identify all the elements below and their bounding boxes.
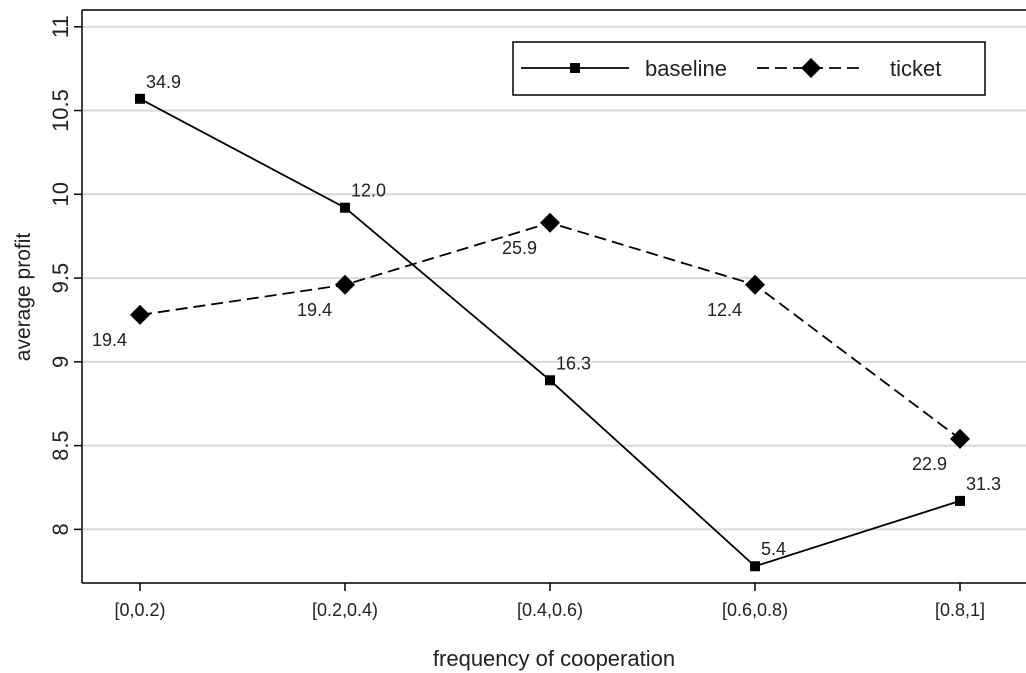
point-annotation: 12.4 (707, 300, 742, 320)
x-tick-label: [0,0.2) (114, 600, 165, 620)
point (950, 428, 970, 449)
point (130, 304, 150, 325)
point (745, 274, 765, 295)
point-annotation: 25.9 (502, 238, 537, 258)
y-tick-label: 11 (48, 15, 73, 38)
legend-label: ticket (890, 56, 941, 81)
point-annotation: 5.4 (761, 539, 786, 559)
series-line (139, 98, 961, 568)
point (545, 375, 555, 386)
point (135, 93, 145, 104)
x-tick-label: [0.2,0.4) (312, 600, 378, 620)
point (955, 495, 965, 506)
point (540, 212, 560, 233)
point-annotation: 31.3 (966, 474, 1001, 494)
legend-marker (570, 63, 580, 73)
legend-label: baseline (645, 56, 727, 81)
y-tick-label: 10 (48, 182, 73, 206)
point-annotation: 19.4 (92, 330, 127, 350)
y-axis-label: average profit (12, 233, 35, 362)
legend-marker (801, 58, 821, 78)
y-tick-label: 9.5 (48, 263, 73, 294)
point (340, 202, 350, 213)
y-tick-label: 9 (48, 356, 73, 368)
series-line (139, 221, 961, 440)
x-axis-label: frequency of cooperation (433, 646, 675, 671)
x-tick-label: [0.6,0.8) (722, 600, 788, 620)
point (335, 274, 355, 295)
y-tick-label: 10.5 (48, 89, 73, 132)
point-annotation: 34.9 (146, 72, 181, 92)
y-tick-label: 8.5 (48, 430, 73, 461)
x-tick-label: [0.4,0.6) (517, 600, 583, 620)
point (750, 561, 760, 572)
point-annotation: 16.3 (556, 353, 591, 373)
x-tick-label: [0.8,1] (935, 600, 985, 620)
y-tick-label: 8 (48, 523, 73, 535)
point-annotation: 19.4 (297, 300, 332, 320)
point-annotation: 12.0 (351, 181, 386, 201)
point-annotation: 22.9 (912, 454, 947, 474)
